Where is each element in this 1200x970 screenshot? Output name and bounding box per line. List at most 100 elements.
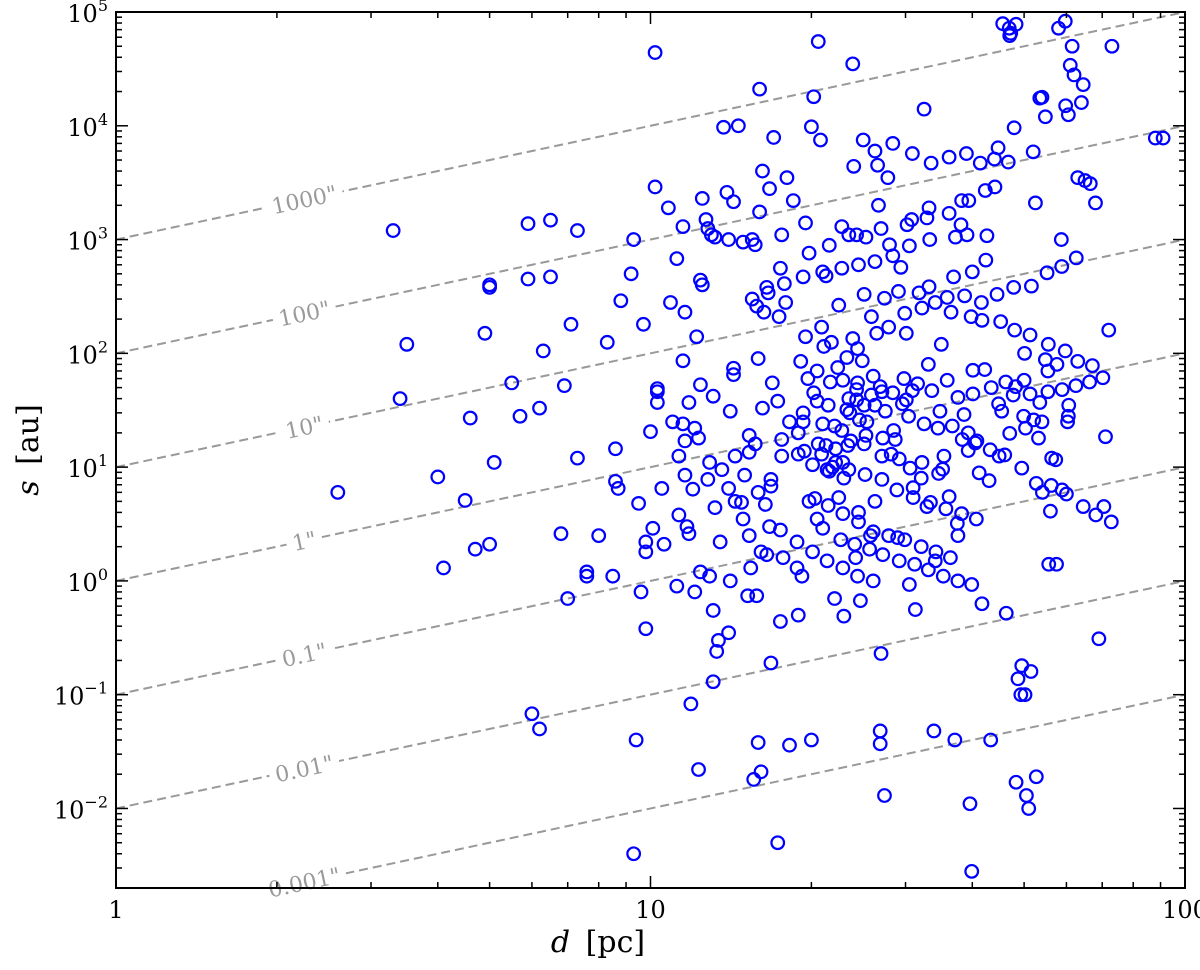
data-point (873, 221, 889, 236)
y-tick-label: 101 (67, 451, 108, 483)
data-point (871, 197, 886, 213)
data-point (902, 460, 918, 476)
data-point (905, 490, 921, 505)
data-point (806, 385, 822, 401)
data-point (1084, 358, 1100, 374)
data-point (638, 534, 654, 550)
data-point (1006, 279, 1022, 295)
data-point (830, 360, 846, 375)
data-point (867, 493, 883, 509)
reference-line-labels: 1000" 100" 10" 1" 0.1" 0.01" 0.001" (260, 179, 349, 905)
data-point (643, 424, 658, 440)
data-point (924, 383, 940, 399)
data-point (1091, 631, 1107, 647)
data-point (1104, 38, 1120, 54)
data-point (685, 481, 701, 497)
data-point (1054, 259, 1070, 274)
data-point (722, 403, 738, 419)
data-point (978, 252, 994, 268)
data-point (855, 132, 871, 148)
reference-line-label-group: 0.1" (273, 636, 336, 675)
data-point (904, 146, 920, 161)
data-point (907, 556, 923, 572)
data-point (875, 547, 891, 563)
data-point (820, 498, 836, 513)
data-point (631, 495, 646, 511)
data-point (1061, 397, 1077, 413)
data-point (804, 732, 819, 748)
data-point (836, 608, 852, 624)
data-point (1028, 475, 1044, 491)
data-point (821, 237, 837, 253)
data-point (920, 562, 936, 578)
data-point (833, 532, 849, 548)
data-point (599, 334, 615, 350)
data-point (1034, 484, 1050, 500)
data-point (477, 325, 493, 341)
data-point (1147, 130, 1163, 146)
data-point (671, 507, 687, 523)
data-point (679, 519, 695, 535)
data-point (804, 119, 819, 135)
data-point (926, 723, 942, 739)
data-point (482, 536, 497, 552)
data-point (654, 481, 670, 496)
data-point (914, 455, 930, 470)
data-point (436, 560, 451, 576)
data-point (608, 441, 623, 457)
data-point (914, 300, 930, 316)
data-point (865, 524, 881, 540)
data-point (954, 506, 970, 522)
reference-line (276, 693, 1186, 889)
data-point (1024, 278, 1039, 294)
data-point (608, 473, 623, 489)
data-point (1037, 352, 1053, 368)
data-point (714, 462, 730, 478)
data-point (1022, 327, 1038, 343)
data-point (677, 433, 693, 449)
data-point (983, 380, 999, 395)
y-tick-label: 10−1 (54, 679, 108, 711)
data-point (919, 210, 935, 226)
data-point (1059, 486, 1074, 502)
reference-line-label-bg (273, 636, 336, 675)
data-point (831, 297, 847, 313)
data-point (579, 568, 595, 584)
data-point (993, 314, 1009, 330)
y-axis-label: s [au] (11, 404, 46, 496)
data-point (845, 331, 861, 346)
data-point (950, 528, 966, 544)
data-point (669, 251, 685, 267)
data-point (1101, 322, 1117, 338)
data-point (874, 448, 890, 464)
data-point (756, 304, 772, 320)
data-point (921, 200, 937, 216)
data-point (809, 511, 825, 527)
x-tick-labels: 1 10 100 (108, 896, 1200, 924)
data-point (816, 339, 832, 354)
data-point (818, 268, 834, 284)
data-point (770, 393, 786, 409)
data-point (927, 553, 943, 569)
data-point (842, 405, 858, 421)
data-point (775, 550, 791, 566)
data-point (698, 212, 714, 227)
data-point (1064, 38, 1080, 54)
data-point (865, 368, 881, 384)
reference-line-label: 0.1" (280, 639, 329, 673)
data-point (330, 484, 346, 500)
data-point (727, 493, 743, 509)
data-point (1053, 232, 1069, 247)
data-point (939, 372, 955, 388)
data-point (965, 362, 981, 378)
data-point (665, 414, 681, 430)
data-point (645, 520, 661, 536)
data-point (827, 418, 842, 434)
data-point (721, 625, 737, 641)
reference-line-label-group: 0.001" (260, 861, 349, 905)
data-point (755, 163, 770, 179)
data-point (776, 276, 792, 292)
data-point (815, 520, 831, 536)
data-point (959, 146, 974, 161)
data-point (730, 118, 746, 134)
